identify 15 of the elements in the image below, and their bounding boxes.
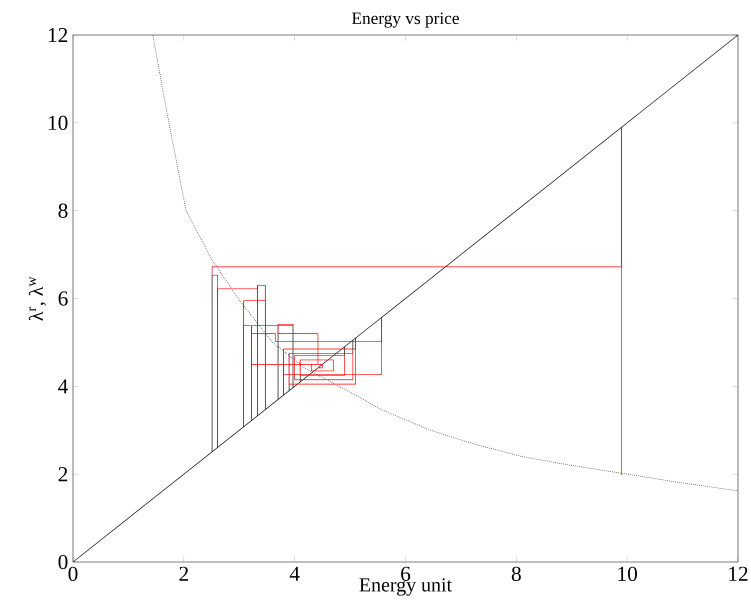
y-tick-label: 4 bbox=[58, 379, 68, 394]
y-tick-label: 0 bbox=[58, 554, 68, 570]
y-tick-label: 12 bbox=[48, 28, 68, 42]
y-tick-label: 8 bbox=[58, 204, 68, 218]
x-tick-label: 0 bbox=[68, 566, 78, 582]
y-tick-label: 6 bbox=[58, 291, 68, 306]
x-tick-label: 8 bbox=[512, 566, 521, 582]
y-tick-label: 2 bbox=[58, 467, 68, 482]
y-tick-label: 10 bbox=[48, 116, 68, 130]
y-axis-title: λ$^{r}$, λ$^{w}$ bbox=[28, 276, 46, 321]
x-tick-label: 12 bbox=[729, 566, 748, 581]
x-tick-label: 2 bbox=[179, 566, 188, 581]
chart-title: Energy vs price bbox=[352, 12, 459, 28]
x-tick-label: 10 bbox=[618, 566, 637, 582]
x-tick-label: 4 bbox=[290, 566, 300, 581]
